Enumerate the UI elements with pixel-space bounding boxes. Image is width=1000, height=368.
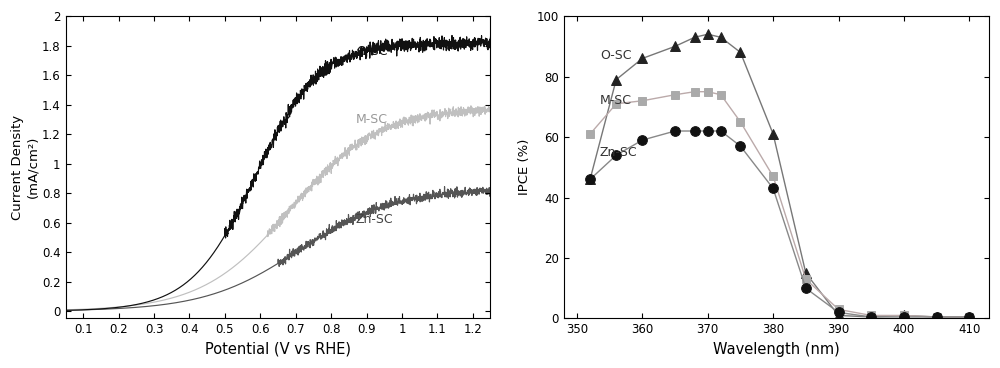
Text: M-SC: M-SC — [356, 113, 388, 126]
Text: Zn-SC: Zn-SC — [356, 213, 394, 226]
Text: O-SC: O-SC — [600, 49, 631, 62]
X-axis label: Potential (V vs RHE): Potential (V vs RHE) — [205, 342, 351, 357]
Text: M-SC: M-SC — [600, 94, 632, 107]
Text: O-SC: O-SC — [356, 45, 387, 58]
X-axis label: Wavelength (nm): Wavelength (nm) — [713, 342, 840, 357]
Text: Zn-SC: Zn-SC — [600, 146, 638, 159]
Y-axis label: IPCE (%): IPCE (%) — [518, 139, 531, 195]
Y-axis label: Current Density
(mA/cm²): Current Density (mA/cm²) — [11, 115, 39, 220]
